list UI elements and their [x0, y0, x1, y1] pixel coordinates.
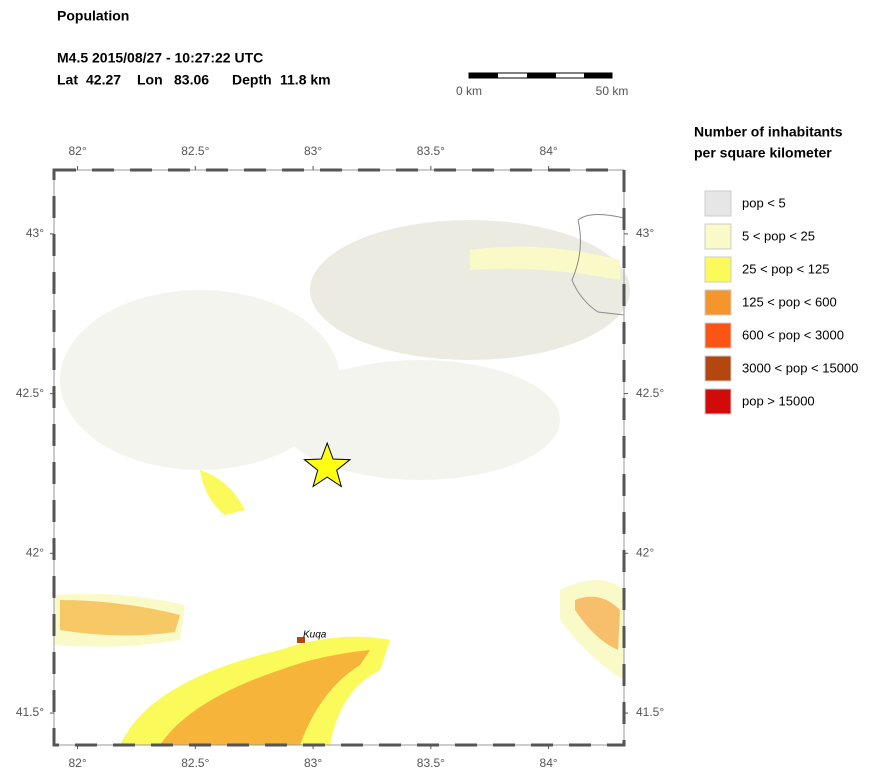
- legend-label: pop < 5: [742, 195, 786, 210]
- scale-start: 0 km: [456, 84, 482, 98]
- y-tick-label: 41.5°: [636, 705, 664, 719]
- x-tick-label: 84°: [540, 756, 558, 770]
- legend-label: 600 < pop < 3000: [742, 327, 844, 342]
- legend-label: pop > 15000: [742, 393, 815, 408]
- lat-label: Lat: [57, 72, 78, 88]
- scale-end: 50 km: [596, 84, 629, 98]
- legend-swatch: [704, 223, 732, 250]
- lon-label: Lon: [137, 72, 163, 88]
- map-background: [54, 170, 630, 745]
- x-tick-label: 82°: [68, 756, 86, 770]
- x-tick-label: 83°: [304, 144, 322, 158]
- legend-swatch: [704, 322, 732, 349]
- legend-swatch: [704, 388, 732, 415]
- x-tick-label: 83°: [304, 756, 322, 770]
- y-tick-label: 41.5°: [16, 705, 44, 719]
- event-line: M4.5 2015/08/27 - 10:27:22 UTC: [57, 50, 263, 66]
- lat-value: 42.27: [86, 72, 121, 88]
- title: Population: [57, 8, 129, 24]
- y-tick-label: 43°: [636, 226, 654, 240]
- legend-label: 125 < pop < 600: [742, 294, 837, 309]
- x-tick-label: 82.5°: [181, 144, 209, 158]
- y-tick-label: 43°: [26, 226, 44, 240]
- y-tick-label: 42°: [26, 546, 44, 560]
- y-tick-label: 42°: [636, 546, 654, 560]
- x-tick-label: 82°: [68, 144, 86, 158]
- x-tick-label: 83.5°: [417, 144, 445, 158]
- legend-label: 5 < pop < 25: [742, 228, 815, 243]
- depth-label: Depth: [232, 72, 272, 88]
- map-frame: [52, 168, 626, 747]
- x-tick-label: 84°: [540, 144, 558, 158]
- y-tick-label: 42.5°: [636, 386, 664, 400]
- legend-swatch: [704, 256, 732, 283]
- legend-label: 3000 < pop < 15000: [742, 360, 858, 375]
- legend-title: per square kilometer: [694, 145, 832, 161]
- x-tick-label: 82.5°: [181, 756, 209, 770]
- legend-label: 25 < pop < 125: [742, 261, 829, 276]
- city-label: Kuqa: [303, 630, 327, 641]
- lon-value: 83.06: [174, 72, 209, 88]
- legend-swatch: [704, 355, 732, 382]
- epicenter: [303, 441, 352, 488]
- legend-title: Number of inhabitants: [694, 124, 843, 140]
- legend-swatch: [704, 289, 732, 316]
- x-tick-label: 83.5°: [417, 756, 445, 770]
- legend-swatch: [704, 190, 732, 217]
- y-tick-label: 42.5°: [16, 386, 44, 400]
- scale-bar: [468, 72, 613, 79]
- depth-value: 11.8 km: [280, 72, 331, 88]
